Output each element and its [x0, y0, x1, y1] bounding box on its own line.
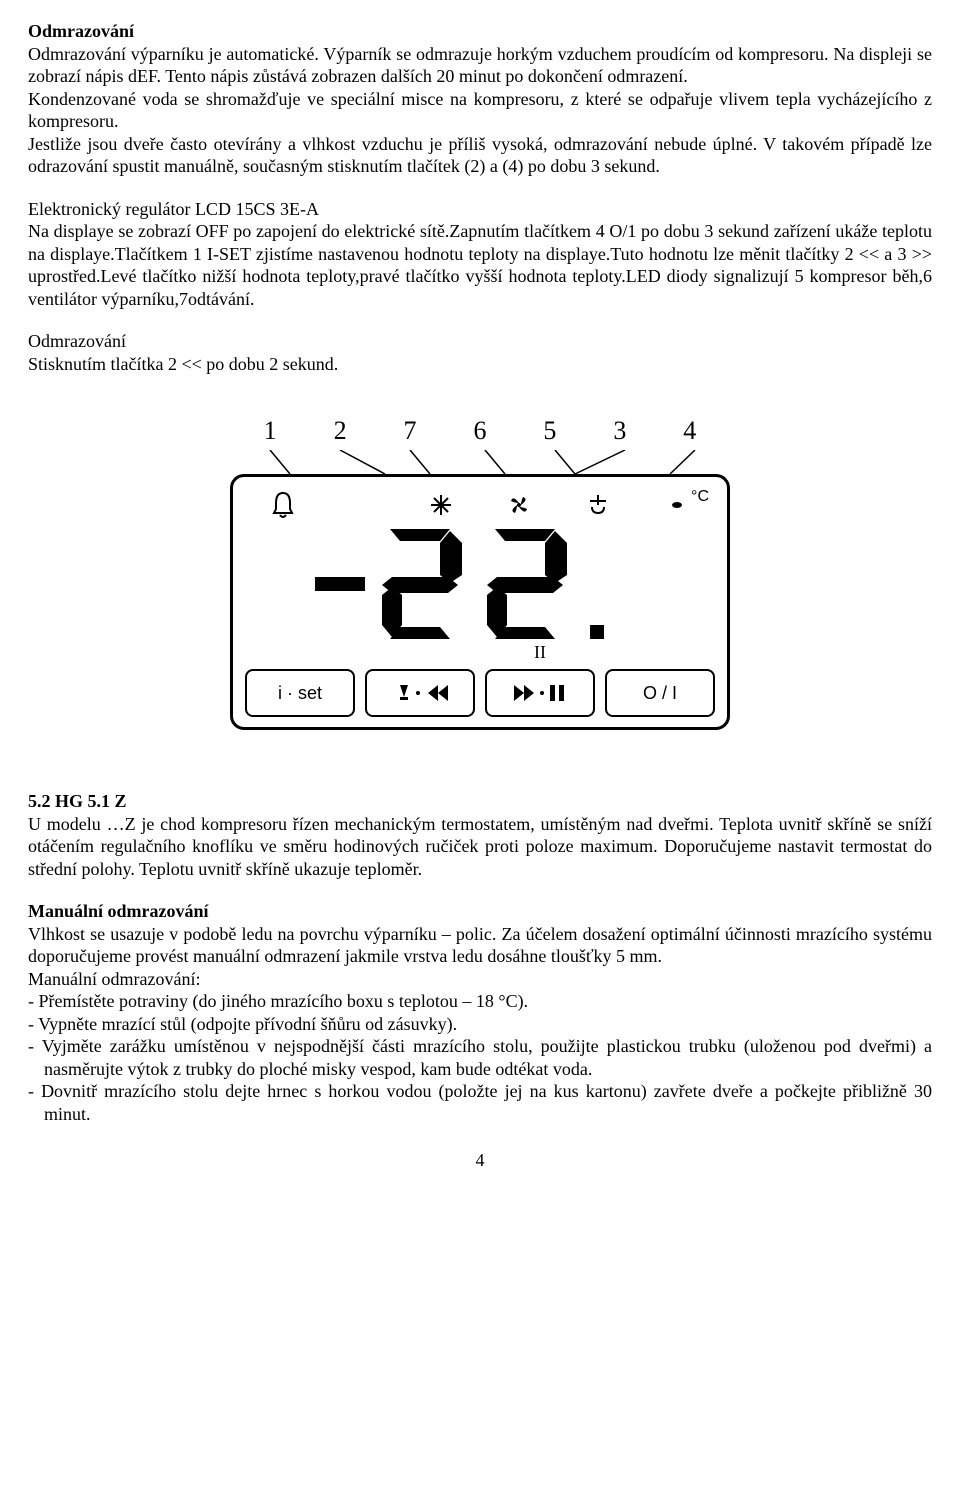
lcd-ii-label: II [365, 641, 715, 664]
heading-hg51z: 5.2 HG 5.1 Z [28, 790, 932, 813]
para: Na displaye se zobrazí OFF po zapojení d… [28, 220, 932, 310]
lcd-label-1: 1 [236, 415, 304, 448]
para: Jestliže jsou dveře často otevírány a vl… [28, 133, 932, 178]
section-manual-defrost: Manuální odmrazování Vlhkost se usazuje … [28, 900, 932, 1125]
lcd-panel: °C [230, 474, 730, 731]
lcd-label-row: 1 2 7 6 5 3 4 [230, 415, 730, 450]
para: Kondenzované voda se shromažďuje ve spec… [28, 88, 932, 133]
section-odmrazovani-1: Odmrazování Odmrazování výparníku je aut… [28, 20, 932, 178]
section-odmrazovani-2: Odmrazování Stisknutím tlačítka 2 << po … [28, 330, 932, 375]
list-item: Přemístěte potraviny (do jiného mrazícíh… [28, 990, 932, 1013]
lcd-label-7: 7 [376, 415, 444, 448]
page-number: 4 [28, 1149, 932, 1172]
lcd-button-row: i · set [245, 669, 715, 717]
lcd-label-5: 5 [516, 415, 584, 448]
para: U modelu …Z je chod kompresoru řízen mec… [28, 813, 932, 881]
bell-icon [253, 487, 313, 523]
para: Manuální odmrazování: [28, 968, 932, 991]
lcd-pointer-lines [230, 450, 730, 474]
fan-icon [489, 487, 549, 523]
iset-button[interactable]: i · set [245, 669, 355, 717]
para: Vlhkost se usazuje v podobě ledu na povr… [28, 923, 932, 968]
defrost-icon [568, 487, 628, 523]
power-button[interactable]: O / I [605, 669, 715, 717]
forward-pause-icon [510, 681, 570, 705]
heading-odmrazovani-2: Odmrazování [28, 330, 932, 353]
list-item: Vypněte mrazící stůl (odpojte přívodní š… [28, 1013, 932, 1036]
list-item: Vyjměte zarážku umístěnou v nejspodnější… [28, 1035, 932, 1080]
lcd-diagram: 1 2 7 6 5 3 4 °C [230, 415, 730, 730]
lcd-label-6: 6 [446, 415, 514, 448]
lcd-led-row [245, 487, 715, 527]
lcd-label-3: 3 [586, 415, 654, 448]
forward-pause-button[interactable] [485, 669, 595, 717]
down-rewind-icon [390, 681, 450, 705]
section-hg51z: 5.2 HG 5.1 Z U modelu …Z je chod kompres… [28, 790, 932, 880]
seven-segment-display [310, 529, 650, 639]
power-button-label: O / I [643, 682, 677, 705]
lcd-label-4: 4 [656, 415, 724, 448]
degree-label: °C [691, 487, 709, 507]
manual-defrost-list: Přemístěte potraviny (do jiného mrazícíh… [28, 990, 932, 1125]
para: Odmrazování výparníku je automatické. Vý… [28, 43, 932, 88]
lcd-label-2: 2 [306, 415, 374, 448]
snowflake-icon [411, 487, 471, 523]
iset-button-label: i · set [278, 682, 322, 705]
section-regulator: Elektronický regulátor LCD 15CS 3E-A Na … [28, 198, 932, 311]
down-rewind-button[interactable] [365, 669, 475, 717]
lcd-digits [245, 529, 715, 639]
lcd-pointer-row [230, 450, 730, 474]
list-item: Dovnitř mrazícího stolu dejte hrnec s ho… [28, 1080, 932, 1125]
heading-regulator: Elektronický regulátor LCD 15CS 3E-A [28, 198, 932, 221]
heading-odmrazovani-1: Odmrazování [28, 20, 932, 43]
heading-manual-defrost: Manuální odmrazování [28, 900, 932, 923]
para: Stisknutím tlačítka 2 << po dobu 2 sekun… [28, 353, 932, 376]
